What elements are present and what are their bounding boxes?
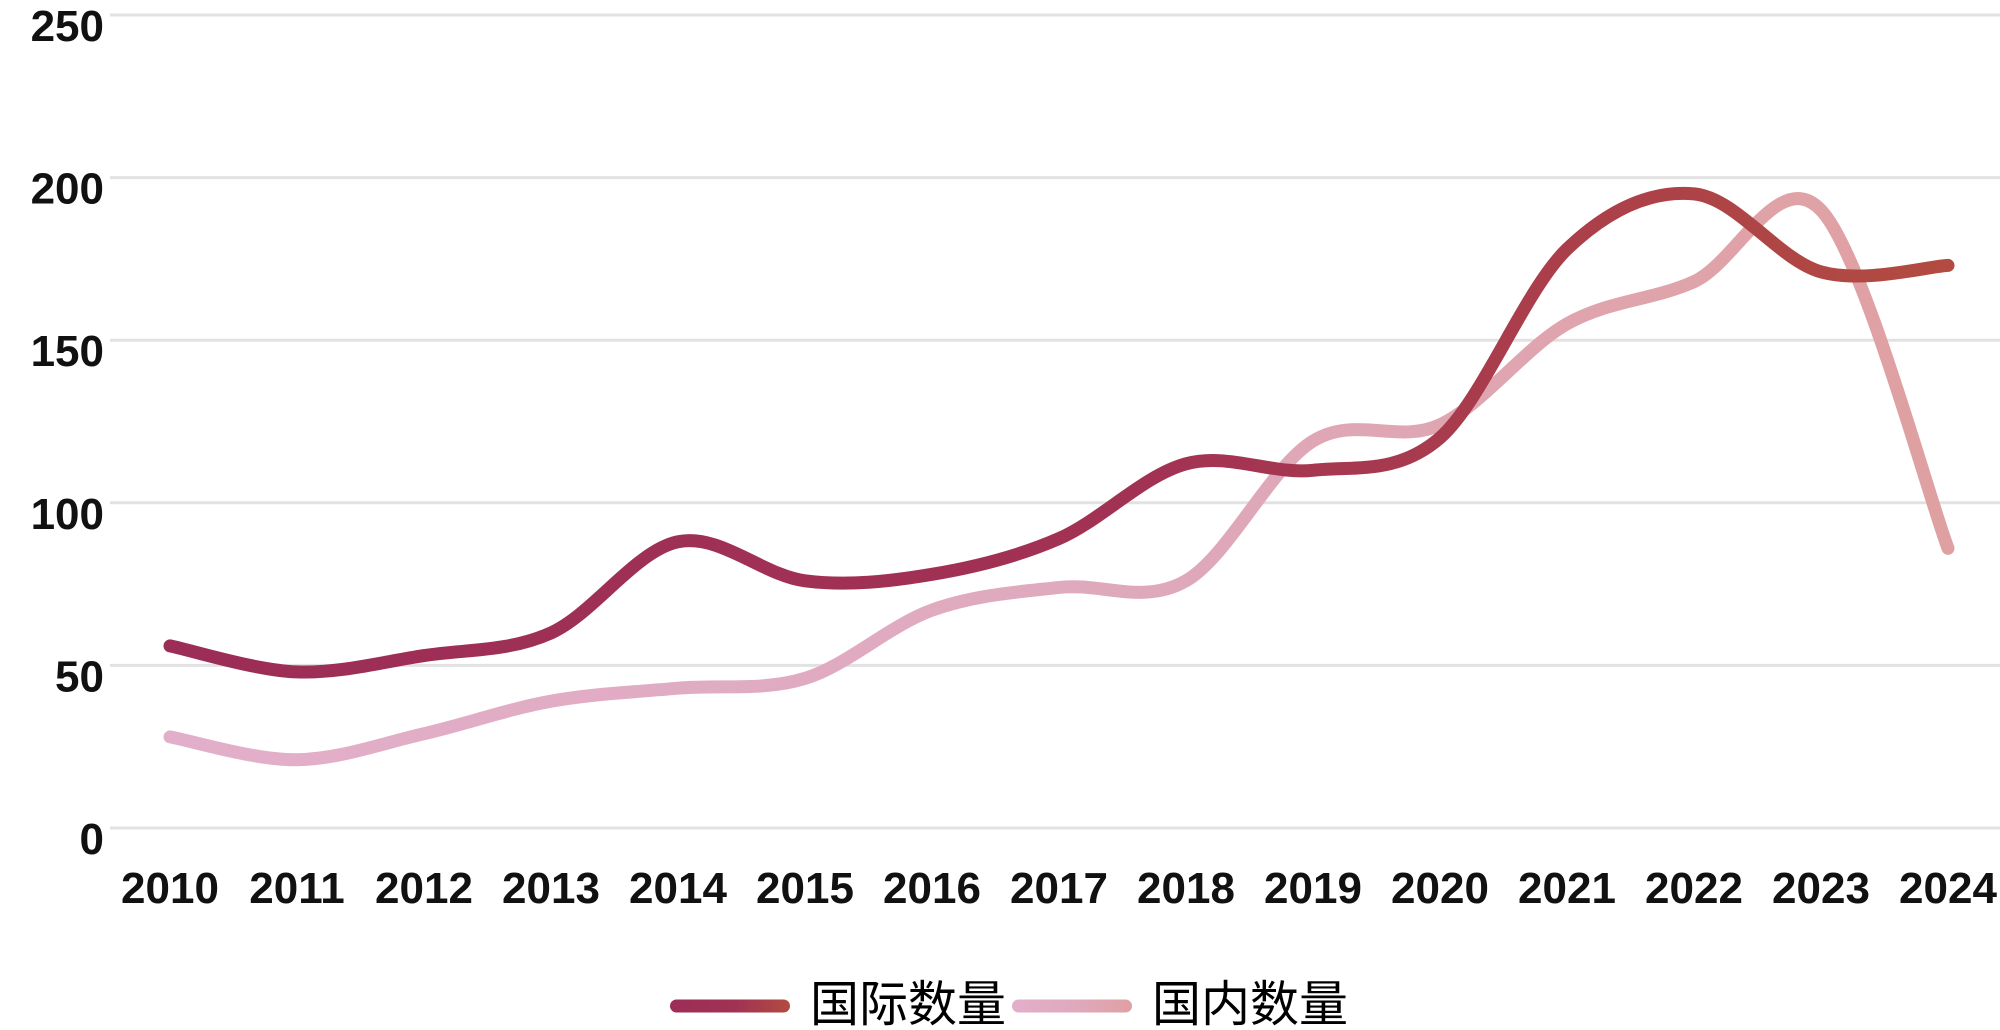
x-tick-label-2017: 2017 [1010,864,1108,913]
x-tick-label-2011: 2011 [249,864,344,913]
y-axis-labels: 0 50 100 150 200 250 [31,2,104,864]
legend-label-international: 国际数量 [810,977,1006,1030]
series-line-international [163,186,1955,679]
y-tick-label-250: 250 [31,2,104,51]
y-tick-label-150: 150 [31,327,104,376]
legend-label-domestic: 国内数量 [1152,977,1348,1030]
x-tick-label-2023: 2023 [1772,864,1870,913]
x-tick-label-2015: 2015 [756,864,854,913]
legend-swatch-international [670,999,790,1013]
gridlines [110,13,2000,830]
legend: 国际数量 国内数量 [670,977,1348,1030]
y-tick-label-50: 50 [55,652,104,701]
x-tick-label-2021: 2021 [1518,864,1616,913]
y-tick-label-100: 100 [31,490,104,539]
x-tick-label-2016: 2016 [883,864,981,913]
x-tick-label-2024: 2024 [1899,864,1997,913]
x-tick-label-2018: 2018 [1137,864,1235,913]
x-tick-label-2022: 2022 [1645,864,1743,913]
legend-swatch-domestic [1012,999,1132,1013]
x-tick-label-2014: 2014 [629,864,727,913]
series-line-domestic [163,192,1955,767]
y-tick-label-200: 200 [31,165,104,214]
y-tick-label-0: 0 [80,815,104,864]
x-tick-label-2020: 2020 [1391,864,1489,913]
x-tick-label-2019: 2019 [1264,864,1362,913]
x-tick-label-2013: 2013 [502,864,600,913]
x-axis-labels: 2010 2011 2012 2013 2014 2015 2016 2017 2018 2019… [121,864,1997,913]
x-tick-label-2010: 2010 [121,864,219,913]
x-tick-label-2012: 2012 [375,864,473,913]
